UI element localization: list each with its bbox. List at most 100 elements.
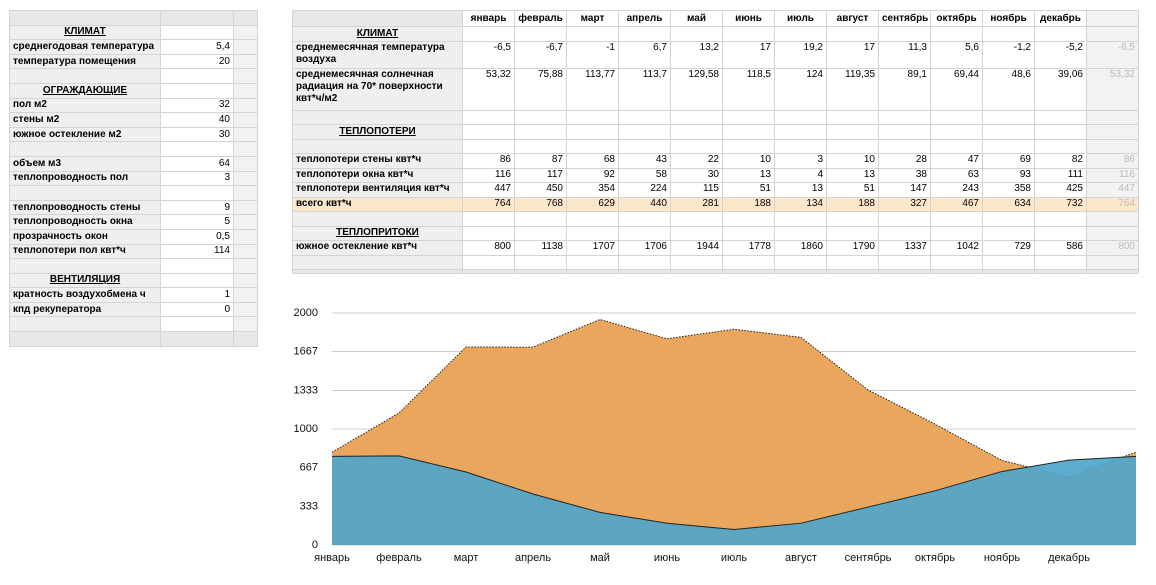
cell: среднегодовая температура [9,39,161,55]
x-tick-label: апрель [515,552,551,564]
cell: 134 [774,196,827,212]
empty-cell [233,228,258,245]
empty-cell [233,155,258,172]
table-row: температура помещения 20 [9,53,258,70]
empty-cell [1086,138,1139,154]
area-line [331,318,1137,478]
empty-cell [292,138,463,154]
cell: 354 [566,182,619,198]
x-tick-label: март [454,552,479,564]
y-tick-label: 0 [312,539,318,551]
table-row [9,10,258,26]
table-row: теплопроводность окна 5 [9,214,258,230]
y-tick-label: 667 [300,462,318,474]
x-tick-label: февраль [376,552,422,564]
empty-cell [9,10,161,26]
table-row: теплопотери вентиляция квт*ч 447 450 354 224… [292,182,1139,198]
cell: 129,58 [670,67,723,111]
empty-cell [1086,10,1139,27]
cell: теплопроводность пол [9,170,161,187]
empty-cell [160,10,234,26]
cell: 113,7 [618,67,671,111]
empty-cell [233,214,258,230]
cell: июль [774,10,827,27]
y-tick-label: 1667 [294,346,318,358]
empty-cell [9,331,161,347]
table-row [9,258,258,274]
table-row: стены м2 40 [9,112,258,128]
empty-cell [1086,254,1139,270]
cell: 63 [930,167,983,183]
table-row [9,331,258,347]
table-row: всего квт*ч 764 768 629 440 281 188 134 188 327 46… [292,196,1139,212]
cell: -1 [566,40,619,69]
table-row: теплопотери пол квт*ч 114 [9,243,258,260]
cell: стены м2 [9,112,161,128]
cell: 116 [1086,167,1139,183]
table-row: среднемесячная температура воздуха -6,5 -6… [292,40,1139,69]
cell: август [826,10,879,27]
cell: 13 [774,182,827,198]
cell: 10 [826,153,879,169]
empty-cell [233,170,258,187]
cell: 118,5 [722,67,775,111]
cell: 48,6 [982,67,1035,111]
y-tick-label: 2000 [294,307,318,319]
table-row: январь февраль март апрель май июнь июль август… [292,10,1139,27]
x-tick-label: июнь [654,552,680,564]
cell: пол м2 [9,97,161,114]
table-row: теплопроводность стены 9 [9,199,258,216]
empty-cell [233,68,258,84]
empty-cell [233,39,258,55]
cell: среднемесячная солнечная радиация на 70*… [292,67,463,111]
empty-cell [1086,269,1139,274]
cell: ТЕПЛОПРИТОКИ [292,225,463,241]
cell: 764 [1086,196,1139,212]
table-row: южное остекление квт*ч 800 1138 1707 1706 194… [292,240,1139,256]
right-table: январь февраль март апрель май июнь июль август… [292,10,1139,274]
cell: 467 [930,196,983,212]
cell: 450 [514,182,567,198]
cell: 224 [618,182,671,198]
cell: 116 [462,167,515,183]
cell: 17 [826,40,879,69]
empty-cell [233,258,258,274]
cell: 447 [1086,182,1139,198]
cell: май [670,10,723,27]
cell: 447 [462,182,515,198]
empty-cell [160,331,234,347]
cell: КЛИМАТ [292,26,463,42]
cell: 440 [618,196,671,212]
cell: 6,7 [618,40,671,69]
cell: 425 [1034,182,1087,198]
cell: теплопроводность стены [9,199,161,216]
area [332,455,1136,545]
cell: 28 [878,153,931,169]
empty-cell [9,258,161,274]
cell: 115 [670,182,723,198]
empty-cell [233,301,258,318]
empty-cell [233,10,258,26]
cell: 3 [774,153,827,169]
empty-cell [292,211,463,227]
cell: 89,1 [878,67,931,111]
empty-cell [233,82,258,99]
y-tick-label: 333 [300,500,318,512]
table-row [292,254,1139,270]
empty-cell [1086,211,1139,227]
cell: южное остекление м2 [9,126,161,143]
x-tick-label: январь [314,552,350,564]
cell: 732 [1034,196,1087,212]
area-line [331,455,1137,530]
cell: 768 [514,196,567,212]
cell: 11,3 [878,40,931,69]
table-row [9,185,258,201]
cell: 10 [722,153,775,169]
area [332,319,1136,545]
cell: 17 [722,40,775,69]
x-tick-label: июль [721,552,748,564]
empty-cell [9,68,161,84]
cell: теплопотери вентиляция квт*ч [292,182,463,198]
table-row [292,211,1139,227]
cell: ТЕПЛОПОТЕРИ [292,124,463,140]
